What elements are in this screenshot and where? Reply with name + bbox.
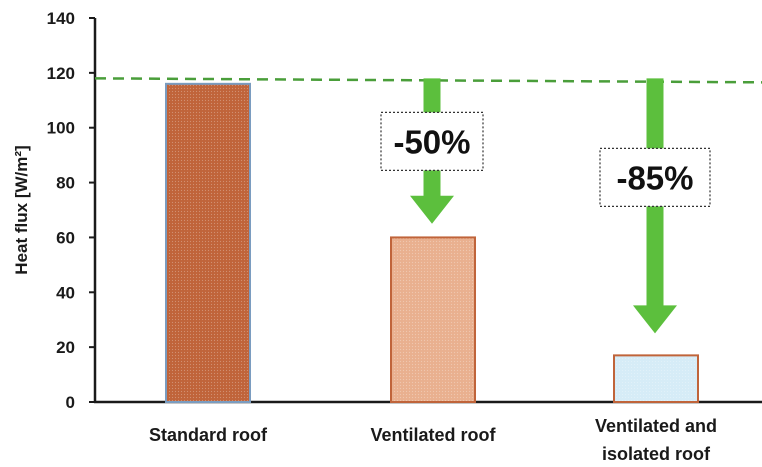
- reduction-arrows: -50% -85%: [380, 78, 711, 334]
- y-tick-label: 80: [56, 174, 75, 193]
- category-labels: Standard roof Ventilated roof Ventilated a…: [149, 416, 717, 464]
- bar-texture: [392, 238, 474, 401]
- annotation-label: -85%: [616, 159, 693, 196]
- y-tick-label: 140: [47, 9, 75, 28]
- y-tick-labels: 0 20 40 60 80 100 120 140: [47, 9, 95, 412]
- y-tick-label: 120: [47, 64, 75, 83]
- category-label: Standard roof: [149, 425, 268, 445]
- category-label: Ventilated roof: [370, 425, 496, 445]
- annotation-box: [380, 111, 484, 171]
- y-tick-label: 0: [66, 393, 75, 412]
- annotation-box: [599, 147, 711, 207]
- annotation-label: -50%: [393, 123, 470, 160]
- y-tick-label: 20: [56, 338, 75, 357]
- category-label: Ventilated and: [595, 416, 717, 436]
- bars: [165, 82, 699, 403]
- y-tick-label: 60: [56, 228, 75, 247]
- bar-texture: [167, 84, 249, 401]
- bar-texture: [615, 356, 697, 401]
- y-tick-label: 100: [47, 119, 75, 138]
- y-axis-title: Heat flux [W/m²]: [12, 145, 31, 274]
- y-tick-label: 40: [56, 283, 75, 302]
- category-label: isolated roof: [602, 444, 711, 464]
